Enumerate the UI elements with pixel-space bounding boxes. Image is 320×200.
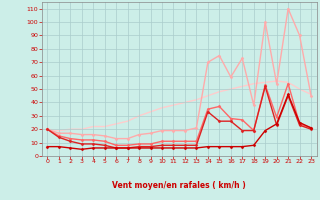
X-axis label: Vent moyen/en rafales ( km/h ): Vent moyen/en rafales ( km/h ) — [112, 181, 246, 190]
